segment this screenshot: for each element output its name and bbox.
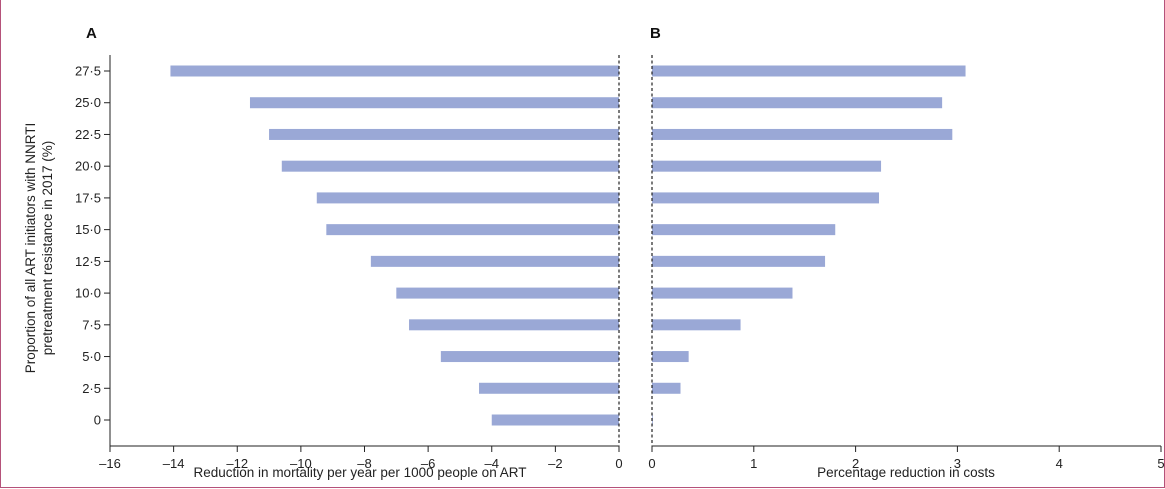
chart-marks: –16 –14 –12 –10 –8 –6 –4 –2 0 0 1 2 3 4 5 0 2·5 5·0 7·5 10·…	[75, 55, 1165, 471]
y-tick-label-7: 17·5	[75, 190, 101, 205]
bar-b-9	[652, 128, 953, 140]
bar-b-8	[652, 160, 882, 172]
x-tick-label-a-1: –14	[163, 456, 185, 471]
y-axis-label-line-1: Proportion of all ART initiators with NN…	[23, 123, 38, 374]
x-axis-label-a: Reduction in mortality per year per 1000…	[194, 465, 527, 480]
x-tick-label-b-0: 0	[648, 456, 655, 471]
bar-b-7	[652, 192, 880, 204]
bar-a-0	[491, 414, 619, 426]
x-tick-label-a-6: –4	[485, 456, 499, 471]
panel-label-a: A	[86, 25, 97, 42]
y-tick-label-3: 7·5	[82, 317, 101, 332]
x-tick-label-a-2: –12	[226, 456, 248, 471]
x-axis-label-b: Percentage reduction in costs	[817, 465, 995, 480]
bar-b-4	[652, 287, 793, 299]
bar-a-1	[479, 382, 619, 394]
y-tick-label-1: 2·5	[82, 381, 101, 396]
y-tick-label-8: 20·0	[75, 159, 101, 174]
x-tick-label-a-8: 0	[615, 456, 622, 471]
bar-b-5	[652, 255, 826, 267]
bar-a-11	[170, 65, 619, 77]
y-tick-label-10: 25·0	[75, 95, 101, 110]
bar-b-6	[652, 224, 836, 236]
x-tick-label-b-1: 1	[750, 456, 757, 471]
bar-a-5	[370, 255, 619, 267]
y-axis-label-line-2: pretreatment resistance in 2017 (%)	[40, 141, 55, 356]
y-tick-label-5: 12·5	[75, 254, 101, 269]
x-tick-label-b-3: 3	[954, 456, 961, 471]
bar-b-10	[652, 97, 943, 109]
x-tick-label-a-5: –6	[421, 456, 435, 471]
x-tick-label-a-7: –2	[548, 456, 562, 471]
bar-a-3	[409, 319, 619, 331]
x-tick-label-b-2: 2	[852, 456, 859, 471]
y-tick-label-11: 27·5	[75, 64, 101, 79]
x-tick-label-a-3: –10	[290, 456, 312, 471]
x-tick-label-a-0: –16	[99, 456, 121, 471]
panel-label-b: B	[650, 25, 661, 42]
bar-a-7	[316, 192, 619, 204]
bar-a-2	[440, 351, 619, 363]
bar-a-6	[326, 224, 619, 236]
y-tick-label-4: 10·0	[75, 286, 101, 301]
x-tick-label-b-5: 5	[1157, 456, 1164, 471]
bar-a-10	[249, 97, 619, 109]
bar-b-1	[652, 382, 681, 394]
y-tick-label-0: 0	[94, 413, 101, 428]
x-tick-label-a-4: –8	[357, 456, 371, 471]
y-tick-label-9: 22·5	[75, 127, 101, 142]
bar-b-2	[652, 351, 689, 363]
y-tick-label-2: 5·0	[82, 349, 101, 364]
x-tick-label-b-4: 4	[1056, 456, 1063, 471]
y-tick-label-6: 15·0	[75, 222, 101, 237]
bar-a-9	[269, 128, 619, 140]
bar-b-3	[652, 319, 741, 331]
bar-b-11	[652, 65, 966, 77]
bar-a-4	[396, 287, 619, 299]
bar-a-8	[281, 160, 619, 172]
